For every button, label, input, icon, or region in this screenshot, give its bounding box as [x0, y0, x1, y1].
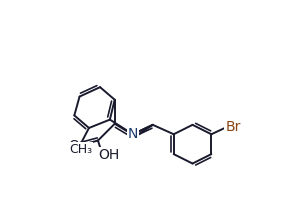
Text: CH₃: CH₃	[69, 143, 92, 156]
Text: Br: Br	[225, 120, 241, 134]
Text: N: N	[128, 127, 138, 141]
Text: O: O	[68, 139, 79, 153]
Text: OH: OH	[98, 148, 120, 162]
